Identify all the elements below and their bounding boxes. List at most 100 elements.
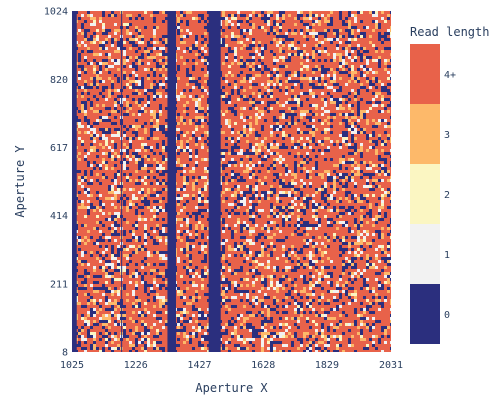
heatmap-cell (162, 29, 165, 32)
heatmap-cell (135, 101, 138, 104)
heatmap-cell (321, 155, 324, 158)
heatmap-cell (87, 173, 90, 176)
heatmap-cell (354, 155, 357, 158)
heatmap-cell (114, 62, 117, 65)
heatmap-cell (300, 143, 303, 146)
heatmap-cell (186, 170, 189, 173)
heatmap-cell (135, 137, 138, 140)
heatmap-cell (258, 152, 261, 155)
heatmap-cell (135, 158, 138, 161)
heatmap-cell (351, 155, 354, 158)
heatmap-cell (78, 47, 81, 50)
heatmap-cell (363, 164, 366, 167)
heatmap-cell (258, 116, 261, 119)
heatmap-cell (201, 173, 204, 176)
heatmap-cell (159, 26, 162, 29)
heatmap-cell (282, 116, 285, 119)
heatmap-cell (186, 17, 189, 20)
heatmap-cell (336, 14, 339, 17)
heatmap-cell (177, 143, 180, 146)
heatmap-cell (366, 71, 369, 74)
heatmap-cell (336, 125, 339, 128)
heatmap-cell (267, 89, 270, 92)
heatmap-cell (228, 77, 231, 80)
heatmap-cell (354, 56, 357, 59)
heatmap-cell (288, 68, 291, 71)
heatmap-cell (390, 62, 391, 65)
heatmap-cell (78, 131, 81, 134)
heatmap-cell (318, 146, 321, 149)
heatmap-cell (267, 86, 270, 89)
heatmap-cell (162, 74, 165, 77)
heatmap-cell (123, 122, 126, 125)
heatmap-cell (153, 155, 156, 158)
heatmap-cell (240, 47, 243, 50)
heatmap-cell (237, 53, 240, 56)
heatmap-cell (279, 26, 282, 29)
heatmap-cell (84, 167, 87, 170)
heatmap-cell (201, 20, 204, 23)
heatmap-cell (306, 11, 309, 14)
heatmap-cell (147, 26, 150, 29)
heatmap-cell (345, 68, 348, 71)
heatmap-cell (156, 131, 159, 134)
heatmap-cell (195, 176, 198, 179)
heatmap-cell (237, 182, 240, 185)
heatmap-cell (375, 119, 378, 122)
heatmap-cell (225, 35, 228, 38)
heatmap-cell (354, 62, 357, 65)
heatmap-cell (93, 50, 96, 53)
heatmap-cell (369, 26, 372, 29)
heatmap-cell (264, 179, 267, 182)
heatmap-cell (159, 50, 162, 53)
heatmap-cell (246, 137, 249, 140)
heatmap-cell (267, 71, 270, 74)
heatmap-cell (387, 20, 390, 23)
heatmap-cell (240, 134, 243, 137)
heatmap-cell (180, 83, 183, 86)
heatmap-cell (237, 161, 240, 164)
heatmap-cell (330, 104, 333, 107)
heatmap-cell (129, 155, 132, 158)
heatmap-cell (342, 107, 345, 110)
heatmap-cell (369, 14, 372, 17)
heatmap-cell (336, 134, 339, 137)
heatmap-cell (387, 149, 390, 152)
heatmap-cell (132, 56, 135, 59)
heatmap-cell (303, 77, 306, 80)
heatmap-cell (282, 83, 285, 86)
heatmap-cell (78, 92, 81, 95)
heatmap-cell (282, 74, 285, 77)
heatmap-cell (123, 95, 126, 98)
heatmap-cell (381, 113, 384, 116)
heatmap-cell (144, 11, 147, 14)
heatmap-cell (81, 185, 84, 188)
heatmap-cell (321, 149, 324, 152)
heatmap-cell (294, 65, 297, 68)
heatmap-cell (321, 182, 324, 185)
heatmap-cell (183, 53, 186, 56)
heatmap-cell (198, 41, 201, 44)
heatmap-cell (195, 44, 198, 47)
heatmap-cell (117, 32, 120, 35)
heatmap-cell (252, 11, 255, 14)
heatmap-cell (144, 14, 147, 17)
heatmap-cell (156, 56, 159, 59)
heatmap-cell (387, 14, 390, 17)
heatmap-cell (384, 146, 387, 149)
heatmap-cell (363, 56, 366, 59)
heatmap-cell (336, 176, 339, 179)
heatmap-cell (294, 83, 297, 86)
heatmap-cell (297, 170, 300, 173)
heatmap-cell (153, 179, 156, 182)
heatmap-cell (345, 35, 348, 38)
heatmap-cell (141, 182, 144, 185)
heatmap-cell (78, 146, 81, 149)
heatmap-cell (159, 155, 162, 158)
heatmap-cell (294, 140, 297, 143)
heatmap-cell (108, 122, 111, 125)
heatmap-cell (87, 95, 90, 98)
heatmap-cell (282, 131, 285, 134)
heatmap-cell (342, 149, 345, 152)
heatmap-cell (249, 161, 252, 164)
